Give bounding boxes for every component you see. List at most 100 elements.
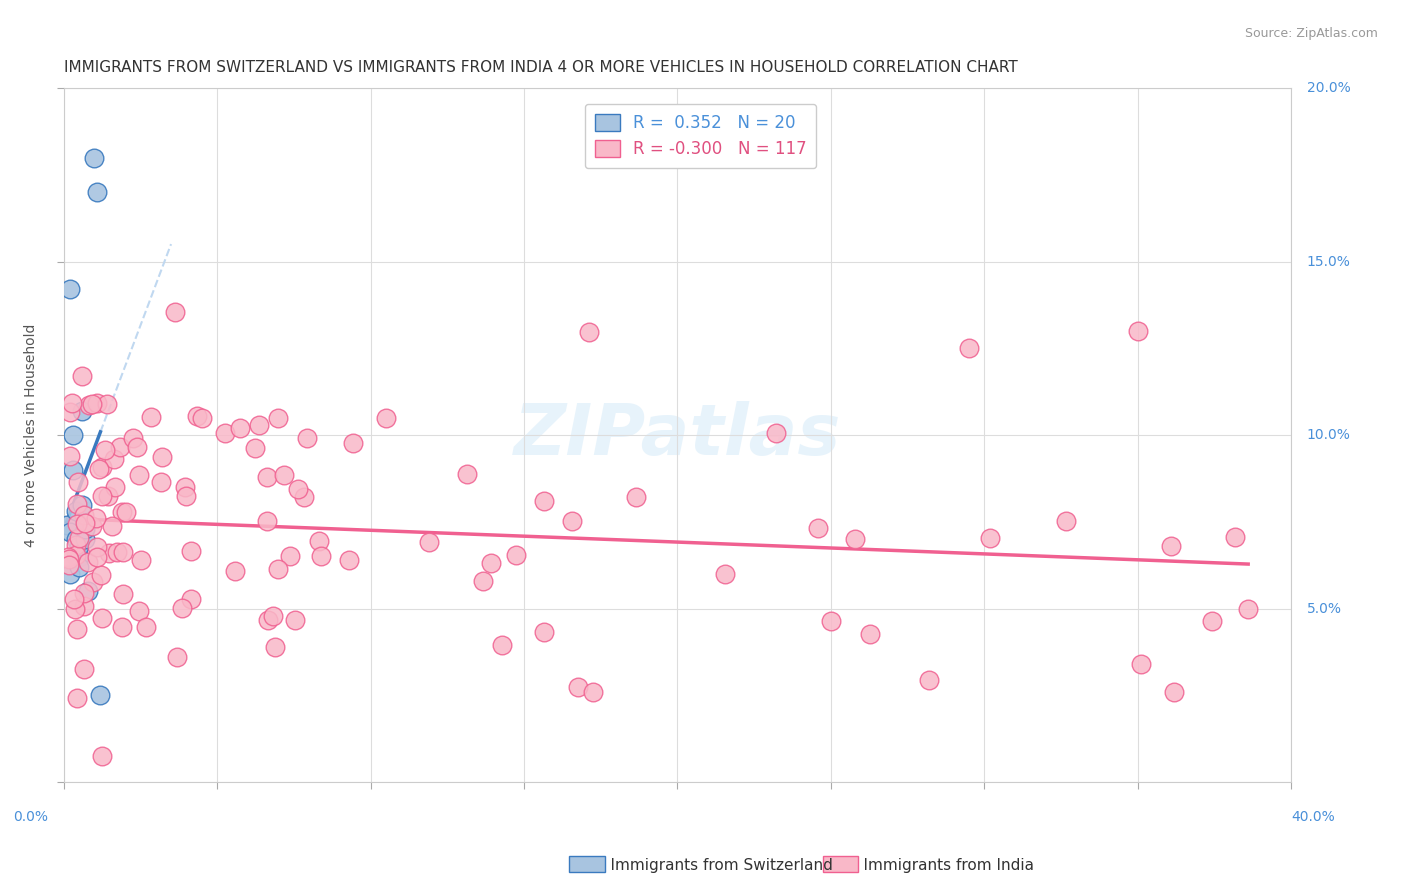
Point (561, 514, 583, 528)
Point (97, 489, 120, 503)
Point (90, 748, 112, 763)
Point (86, 186, 108, 200)
Point (70, 404, 93, 418)
Point (1130, 657, 1153, 671)
Point (67, 560, 90, 574)
Point (172, 600, 194, 615)
Point (979, 531, 1001, 545)
Point (65, 538, 87, 552)
Point (87, 461, 110, 475)
Point (73, 516, 96, 530)
Point (264, 640, 287, 654)
Text: IMMIGRANTS FROM SWITZERLAND VS IMMIGRANTS FROM INDIA 4 OR MORE VEHICLES IN HOUSE: IMMIGRANTS FROM SWITZERLAND VS IMMIGRANT… (63, 60, 1018, 75)
Point (1160, 539, 1182, 553)
Point (65, 549, 87, 564)
Point (243, 441, 266, 455)
Point (256, 613, 278, 627)
Point (112, 545, 135, 559)
Point (844, 532, 866, 546)
Point (91, 611, 114, 625)
Point (256, 469, 278, 483)
Point (308, 534, 330, 549)
Point (567, 680, 589, 694)
Point (73, 586, 96, 600)
Point (62, 463, 84, 477)
Text: ZIPatlas: ZIPatlas (513, 401, 841, 469)
Point (456, 467, 478, 481)
Point (70, 368, 93, 383)
Point (98, 546, 121, 560)
Point (59, 405, 82, 419)
Point (479, 557, 502, 571)
Point (77, 398, 100, 412)
Point (90, 568, 112, 582)
Point (295, 431, 318, 445)
Point (82, 397, 104, 411)
Point (59, 525, 82, 540)
Point (91, 489, 114, 503)
Point (578, 325, 600, 339)
Point (111, 587, 134, 601)
Point (66, 498, 89, 512)
Point (765, 426, 787, 441)
Point (66, 691, 89, 706)
Point (150, 450, 173, 465)
Point (472, 574, 495, 588)
Text: 40.0%: 40.0% (1291, 810, 1336, 823)
Point (1054, 514, 1077, 528)
Point (1201, 614, 1223, 628)
Point (163, 304, 186, 318)
Point (58, 558, 80, 573)
Point (84, 511, 107, 525)
Point (104, 480, 127, 494)
Point (96, 397, 118, 411)
Point (105, 545, 128, 559)
Point (292, 490, 315, 504)
Point (262, 609, 284, 624)
Point (418, 535, 440, 549)
Text: 10.0%: 10.0% (1306, 428, 1351, 442)
Point (180, 544, 202, 558)
Point (1126, 324, 1149, 338)
Point (129, 553, 152, 567)
Point (59, 566, 82, 581)
Point (533, 625, 555, 640)
Y-axis label: 4 or more Vehicles in Household: 4 or more Vehicles in Household (24, 324, 38, 547)
Point (186, 409, 208, 423)
Point (73, 662, 96, 676)
Point (59, 449, 82, 463)
Text: 15.0%: 15.0% (1306, 255, 1351, 268)
Point (83, 151, 105, 165)
Point (278, 549, 301, 564)
Point (103, 452, 125, 467)
Point (342, 436, 364, 450)
Point (67, 549, 90, 564)
Point (122, 431, 145, 445)
Point (267, 410, 290, 425)
Point (166, 650, 188, 665)
Point (174, 480, 197, 494)
Point (284, 613, 307, 627)
Point (86, 541, 108, 555)
Text: 0.0%: 0.0% (13, 810, 48, 823)
Point (266, 562, 288, 576)
Point (125, 440, 148, 454)
Point (957, 342, 980, 356)
Point (94, 442, 117, 457)
Point (77, 584, 100, 599)
Point (139, 410, 162, 425)
Point (150, 475, 173, 490)
Point (582, 684, 605, 698)
Point (111, 505, 134, 519)
Point (60, 395, 83, 409)
Point (56, 549, 79, 564)
Point (1223, 530, 1246, 544)
Point (59, 282, 82, 296)
Point (67, 531, 90, 545)
Point (135, 620, 157, 634)
Point (533, 494, 555, 508)
Point (1163, 685, 1185, 699)
Point (65, 548, 87, 562)
Point (67, 475, 90, 489)
Point (111, 620, 134, 634)
